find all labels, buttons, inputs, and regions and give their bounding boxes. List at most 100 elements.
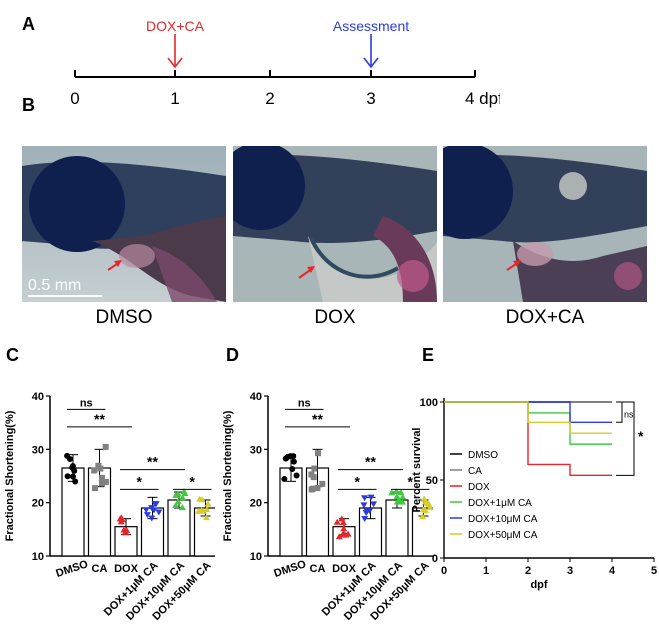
x-axis-label: dpf — [530, 579, 547, 591]
photo-dox — [233, 146, 437, 302]
timeline: DOX+CA Assessment 0 1 2 3 4 dpf — [70, 18, 500, 108]
data-point — [393, 493, 401, 500]
significance-bracket — [616, 401, 623, 423]
data-point — [425, 500, 433, 507]
zebrafish-photo: 0.5 mm — [22, 146, 226, 302]
x-tick-label: DMSO — [55, 558, 91, 580]
y-tick-label: 40 — [32, 391, 44, 403]
data-point — [293, 472, 300, 479]
data-point — [420, 506, 428, 513]
data-point — [203, 506, 211, 513]
data-point — [172, 502, 180, 509]
legend-label: DOX+1μM CA — [468, 498, 532, 509]
data-point — [361, 495, 369, 502]
data-point — [178, 504, 186, 511]
data-point — [98, 474, 105, 481]
legend-label: DMSO — [468, 450, 498, 461]
significance-label: * — [137, 473, 143, 489]
data-point — [118, 516, 126, 523]
y-tick-label: 40 — [250, 391, 262, 403]
data-point — [202, 514, 210, 521]
data-point — [308, 486, 315, 493]
data-point — [64, 473, 71, 480]
data-point — [95, 462, 102, 469]
x-tick-label: 2 — [525, 565, 531, 577]
caption-dox: DOX — [314, 307, 356, 328]
data-point — [339, 519, 347, 526]
y-tick-label: 100 — [420, 397, 438, 409]
legend-label: DOX+50μM CA — [468, 530, 538, 541]
significance-label: ** — [365, 454, 376, 470]
timeline-tick-label: 4 dpf — [465, 89, 500, 108]
arrow-icon — [298, 266, 315, 279]
x-tick-label: CA — [92, 563, 108, 575]
data-point — [151, 501, 159, 508]
y-tick-label: 30 — [250, 444, 262, 456]
data-point — [98, 480, 105, 487]
data-point — [148, 515, 156, 522]
data-point — [397, 489, 405, 496]
data-point — [142, 507, 150, 514]
data-point — [319, 480, 326, 487]
x-tick-label: 0 — [441, 565, 447, 577]
y-axis-label: Fractional Shortening(%) — [4, 410, 16, 541]
significance-label: * — [190, 473, 196, 489]
data-point — [315, 450, 322, 457]
data-point — [370, 501, 378, 508]
y-tick-label: 30 — [32, 444, 44, 456]
data-point — [148, 505, 156, 512]
treatment-label: DOX+CA — [146, 18, 205, 34]
photo-dox-ca — [443, 146, 647, 302]
data-point — [91, 467, 98, 474]
data-point — [172, 491, 180, 498]
x-tick-label: DOX — [114, 563, 139, 575]
data-point — [362, 510, 370, 517]
significance-label: * — [408, 473, 414, 489]
panel-letter-a: A — [22, 14, 35, 34]
data-point — [102, 443, 109, 450]
data-point — [310, 474, 317, 481]
data-point — [399, 493, 407, 500]
data-point — [284, 454, 291, 461]
x-tick-label: 5 — [651, 565, 657, 577]
data-point — [367, 494, 375, 501]
data-point — [178, 494, 186, 501]
data-point — [392, 488, 400, 495]
zebrafish-photo — [443, 146, 647, 302]
data-point — [71, 467, 78, 474]
data-point — [174, 498, 182, 505]
data-point — [290, 453, 297, 460]
timeline-tick-label: 3 — [366, 89, 375, 108]
y-tick-label: 50 — [426, 475, 438, 487]
x-tick-label: 3 — [567, 565, 573, 577]
y-tick-label: 10 — [32, 551, 44, 563]
assessment-label: Assessment — [333, 18, 409, 34]
data-point — [366, 508, 374, 515]
bar-chart-c: Fractional Shortening(%) 10 20 30 40 DMSO CA DO… — [4, 391, 215, 623]
zebrafish-photo — [233, 146, 437, 302]
timeline-tick-label: 0 — [70, 89, 79, 108]
significance-label: ns — [298, 397, 311, 409]
panel-letter-c: C — [6, 345, 19, 365]
assessment-arrow-icon — [363, 34, 379, 69]
data-point — [181, 490, 189, 497]
arrow-icon — [506, 260, 521, 271]
y-tick-label: 20 — [250, 498, 262, 510]
data-point — [419, 513, 427, 520]
data-point — [72, 478, 79, 485]
data-point — [335, 533, 343, 540]
x-tick-label: DOX — [332, 563, 357, 575]
data-point — [122, 528, 130, 535]
significance-label: ** — [312, 411, 323, 427]
data-point — [290, 458, 297, 465]
survival-line — [444, 401, 612, 434]
y-axis-label: Fractional Shortening(%) — [222, 410, 234, 541]
data-point — [339, 531, 347, 538]
data-point — [361, 516, 369, 523]
data-point — [195, 507, 203, 514]
data-point — [398, 498, 406, 505]
x-tick-label: DMSO — [273, 558, 309, 580]
panel-letter-b: B — [22, 95, 35, 115]
photo-dmso: 0.5 mm — [22, 146, 226, 302]
significance-bracket — [616, 401, 635, 476]
